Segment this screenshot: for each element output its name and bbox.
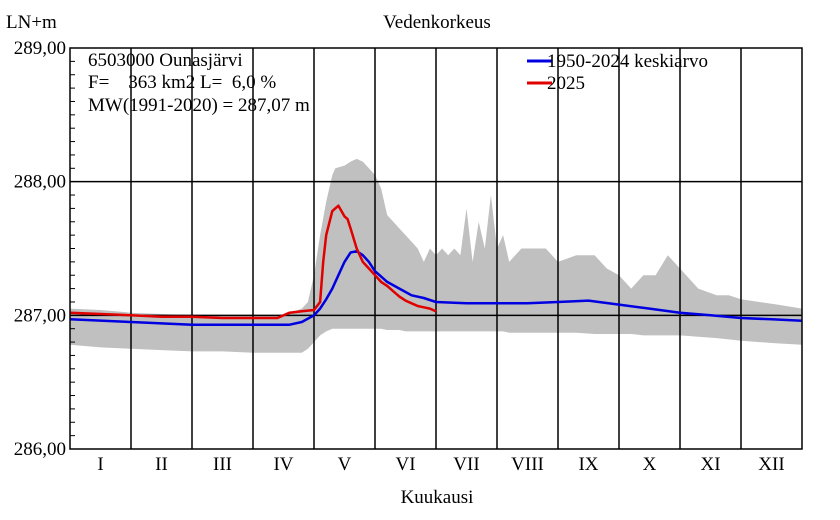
month-label: VI: [395, 454, 415, 475]
mean-series-line: [69, 249, 803, 326]
month-label: III: [213, 454, 232, 475]
info-station: 6503000 Ounasjärvi: [88, 50, 243, 71]
y-tick-label: 286,00: [14, 439, 66, 460]
grid-layer: [70, 48, 802, 449]
month-label: V: [338, 454, 352, 475]
month-label: VIII: [511, 454, 544, 475]
legend-label-current: 2025: [547, 73, 585, 94]
month-labels: I II III IV V VI VII VIII IX X XI XII: [97, 454, 784, 475]
y-tick-labels: 286,00 287,00 288,00 289,00: [14, 38, 75, 460]
y-tick-label: 289,00: [14, 38, 66, 59]
month-label: IV: [273, 454, 293, 475]
info-area: F= 363 km2 L= 6,0 %: [88, 72, 276, 93]
month-label: XII: [758, 454, 784, 475]
month-label: IX: [578, 454, 598, 475]
y-axis-label: LN+m: [6, 12, 57, 33]
chart-title: Vedenkorkeus: [383, 12, 491, 33]
info-mean-water: MW(1991-2020) = 287,07 m: [88, 95, 310, 116]
month-label: XI: [700, 454, 720, 475]
legend: 1950-2024 keskiarvo 2025: [527, 51, 708, 94]
x-axis-label: Kuukausi: [401, 487, 474, 508]
y-tick-label: 287,00: [14, 305, 66, 326]
legend-label-mean: 1950-2024 keskiarvo: [547, 51, 708, 72]
month-label: VII: [453, 454, 479, 475]
month-label: II: [155, 454, 168, 475]
month-label: I: [97, 454, 103, 475]
current-year-series-line: [69, 204, 437, 320]
y-tick-label: 288,00: [14, 172, 66, 193]
month-label: X: [643, 454, 657, 475]
series-layer: [69, 204, 803, 326]
